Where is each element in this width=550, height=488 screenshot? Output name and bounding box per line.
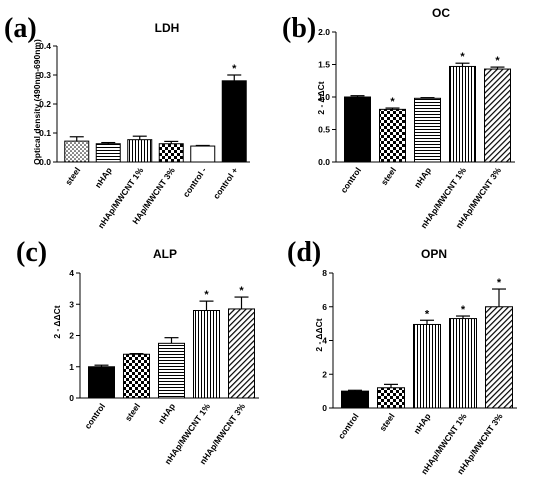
bar (127, 139, 153, 163)
category-label: control (82, 401, 107, 430)
significance-marker: * (390, 96, 395, 108)
bar (344, 96, 371, 163)
significance-marker: * (239, 285, 244, 297)
bar (95, 143, 121, 163)
y-tick-label: 2 (322, 369, 327, 379)
chart-title: OC (432, 6, 450, 20)
significance-marker: * (495, 55, 500, 67)
panel-label: (d) (287, 237, 321, 268)
bar (158, 342, 185, 399)
y-tick-label: 0.4 (39, 41, 51, 51)
bar (484, 68, 511, 163)
chart-panel-opn: (d) OPN 2 - ΔΔCt 0 2 4 6 8 control steel * nHAp *… (287, 237, 517, 476)
bar (414, 97, 441, 163)
y-tick-label: 1.0 (318, 92, 330, 102)
panel-label: (c) (16, 237, 47, 268)
y-tick-label: 0.2 (39, 99, 51, 109)
bar (485, 306, 513, 409)
y-tick-label: 3 (69, 299, 74, 309)
chart-title: LDH (155, 21, 180, 35)
significance-marker: * (204, 289, 209, 301)
category-label: steel (379, 165, 398, 187)
bar (221, 80, 247, 163)
chart-panel-ldh: (a) LDH Optical density (490nm-690nm) 0.… (4, 13, 250, 230)
chart-title: OPN (421, 247, 447, 261)
significance-marker: * (232, 63, 237, 75)
y-tick-label: 2 (69, 331, 74, 341)
y-axis-label: 2 - ΔΔCt (314, 318, 324, 351)
category-label: nHAp (156, 401, 177, 425)
bar (228, 308, 255, 399)
bar (449, 318, 477, 409)
category-label: control - (181, 165, 209, 199)
category-label: nHAp (411, 411, 432, 435)
y-tick-label: 6 (322, 302, 327, 312)
category-label: control (336, 411, 361, 440)
bar (158, 143, 184, 163)
bar (88, 366, 115, 399)
y-tick-label: 0 (69, 393, 74, 403)
significance-marker: * (497, 277, 502, 289)
y-tick-label: 0.0 (39, 157, 51, 167)
y-tick-label: 8 (322, 268, 327, 278)
significance-marker: * (425, 308, 430, 320)
panel-label: (a) (4, 13, 37, 44)
y-tick-label: 4 (322, 336, 327, 346)
bar (341, 390, 369, 409)
significance-marker: * (460, 51, 465, 63)
y-tick-label: 1 (69, 362, 74, 372)
y-axis-label: Optical density (490nm-690nm) (32, 39, 42, 165)
y-tick-label: 1.5 (318, 60, 330, 70)
y-tick-label: 2.0 (318, 27, 330, 37)
bar (123, 353, 150, 399)
bar (190, 145, 216, 163)
category-label: steel (377, 411, 396, 433)
bar (413, 323, 441, 409)
chart-panel-oc: (b) OC 2 - ΔΔCt 0.0 0.5 1.0 1.5 2.0 control * s… (282, 6, 515, 230)
y-tick-label: 0.5 (318, 125, 330, 135)
bar (449, 65, 476, 163)
category-label: steel (123, 401, 142, 423)
chart-title: ALP (153, 247, 177, 261)
category-label: nHAp (93, 165, 114, 189)
category-label: control + (211, 165, 240, 200)
y-axis-label: 2 - ΔΔCt (52, 305, 62, 338)
bar (377, 387, 405, 409)
y-tick-label: 0.3 (39, 70, 51, 80)
category-label: control (338, 165, 363, 194)
bar (64, 140, 90, 163)
category-label: nHAp (412, 165, 433, 189)
bar (193, 310, 220, 399)
y-tick-label: 0.0 (318, 157, 330, 167)
y-tick-label: 0.1 (39, 128, 51, 138)
panel-label: (b) (282, 13, 316, 44)
y-axis-label: 2 - ΔΔCt (316, 81, 326, 114)
significance-marker: * (461, 304, 466, 316)
y-tick-label: 0 (322, 403, 327, 413)
y-tick-label: 4 (69, 268, 74, 278)
category-label: steel (63, 165, 82, 187)
bar (379, 108, 406, 163)
